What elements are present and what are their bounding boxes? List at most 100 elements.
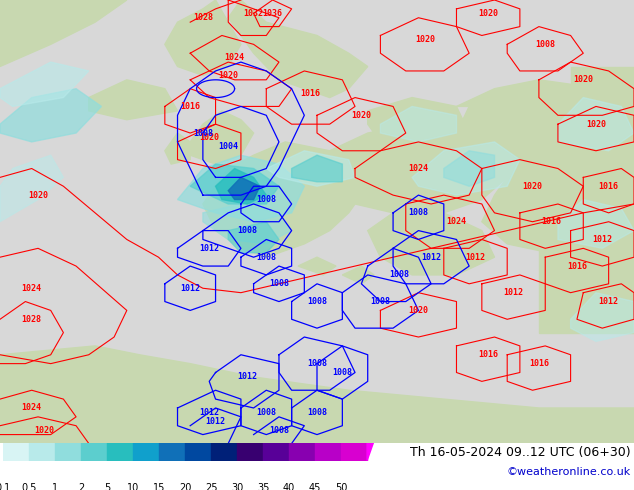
Polygon shape (317, 124, 507, 213)
Text: 1020: 1020 (415, 35, 435, 45)
Text: Th 16-05-2024 09..12 UTC (06+30): Th 16-05-2024 09..12 UTC (06+30) (410, 446, 631, 459)
Polygon shape (190, 111, 254, 164)
Bar (185, 314, 211, 461)
Text: 0.5: 0.5 (22, 483, 37, 490)
Polygon shape (165, 133, 190, 164)
Text: 1020: 1020 (199, 133, 219, 142)
Bar (211, 314, 237, 461)
Bar (263, 314, 289, 461)
Text: 1008: 1008 (307, 297, 327, 306)
Polygon shape (0, 155, 63, 221)
Polygon shape (228, 0, 368, 98)
Text: 1008: 1008 (193, 128, 213, 138)
Text: 1008: 1008 (370, 297, 391, 306)
Polygon shape (558, 199, 634, 248)
Polygon shape (380, 106, 456, 142)
Text: 1012: 1012 (205, 417, 226, 426)
Text: 0.1: 0.1 (0, 483, 11, 490)
Text: 1024: 1024 (22, 284, 42, 293)
Bar (55, 314, 81, 461)
Text: 35: 35 (257, 483, 269, 490)
Polygon shape (368, 213, 495, 275)
Text: 2: 2 (78, 483, 84, 490)
Polygon shape (456, 80, 634, 186)
Text: 1004: 1004 (218, 142, 238, 151)
Bar (3, 314, 29, 461)
Text: 1020: 1020 (522, 182, 543, 191)
Text: 1008: 1008 (408, 208, 429, 218)
Text: 1008: 1008 (307, 408, 327, 417)
Text: 1008: 1008 (237, 226, 257, 235)
Polygon shape (298, 257, 336, 275)
Text: 1020: 1020 (28, 191, 48, 199)
Text: 45: 45 (309, 483, 321, 490)
Text: 1012: 1012 (598, 297, 619, 306)
Text: 1020: 1020 (34, 426, 55, 435)
Text: 1012: 1012 (199, 244, 219, 253)
Text: 1012: 1012 (503, 288, 524, 297)
Bar (81, 314, 107, 461)
Text: 1012: 1012 (199, 408, 219, 417)
Polygon shape (482, 177, 634, 257)
Bar (107, 314, 133, 461)
Text: 1020: 1020 (351, 111, 372, 120)
Text: 30: 30 (231, 483, 243, 490)
Polygon shape (165, 0, 241, 75)
Polygon shape (444, 151, 495, 186)
Polygon shape (412, 142, 520, 195)
Text: 1008: 1008 (256, 195, 276, 204)
Text: 1012: 1012 (592, 235, 612, 244)
Text: 50: 50 (335, 483, 347, 490)
Bar (571, 67, 634, 155)
Polygon shape (558, 98, 634, 151)
Text: Precipitation [mm] ECMWF: Precipitation [mm] ECMWF (3, 446, 171, 459)
Text: 1012: 1012 (465, 253, 486, 262)
Bar (315, 314, 341, 461)
Text: 25: 25 (205, 483, 217, 490)
Bar (133, 314, 159, 461)
Text: 1024: 1024 (446, 217, 467, 226)
Text: 1032: 1032 (243, 9, 264, 18)
Text: 1008: 1008 (307, 359, 327, 368)
Polygon shape (190, 164, 279, 204)
Bar (289, 314, 315, 461)
Polygon shape (0, 346, 634, 443)
Text: 1: 1 (52, 483, 58, 490)
Text: 1020: 1020 (478, 9, 498, 18)
Polygon shape (0, 0, 127, 67)
Polygon shape (216, 169, 266, 204)
Text: 1008: 1008 (269, 279, 289, 288)
Text: 1016: 1016 (301, 89, 321, 98)
Bar (341, 314, 367, 461)
Polygon shape (203, 142, 368, 257)
Polygon shape (266, 151, 355, 186)
Bar (237, 314, 263, 461)
Text: 1024: 1024 (22, 403, 42, 413)
Text: 1008: 1008 (256, 253, 276, 262)
Text: 40: 40 (283, 483, 295, 490)
Polygon shape (178, 155, 304, 221)
Text: 1016: 1016 (478, 350, 498, 359)
Text: 1020: 1020 (586, 120, 606, 129)
Polygon shape (89, 80, 178, 120)
Bar (29, 314, 55, 461)
Text: 1020: 1020 (573, 75, 593, 84)
Text: ©weatheronline.co.uk: ©weatheronline.co.uk (507, 467, 631, 477)
Bar (539, 155, 634, 333)
Polygon shape (203, 204, 292, 244)
Text: 1028: 1028 (193, 13, 213, 22)
Text: 1012: 1012 (237, 372, 257, 381)
Text: 1028: 1028 (22, 315, 42, 324)
Polygon shape (0, 89, 101, 142)
Text: 1016: 1016 (541, 217, 562, 226)
Text: 1008: 1008 (269, 426, 289, 435)
Polygon shape (571, 293, 634, 342)
Text: 20: 20 (179, 483, 191, 490)
Bar (159, 314, 185, 461)
Polygon shape (292, 155, 342, 182)
Text: 1012: 1012 (421, 253, 441, 262)
Text: 10: 10 (127, 483, 139, 490)
Text: 1036: 1036 (262, 9, 283, 18)
Text: 1016: 1016 (598, 182, 619, 191)
Polygon shape (228, 221, 279, 253)
